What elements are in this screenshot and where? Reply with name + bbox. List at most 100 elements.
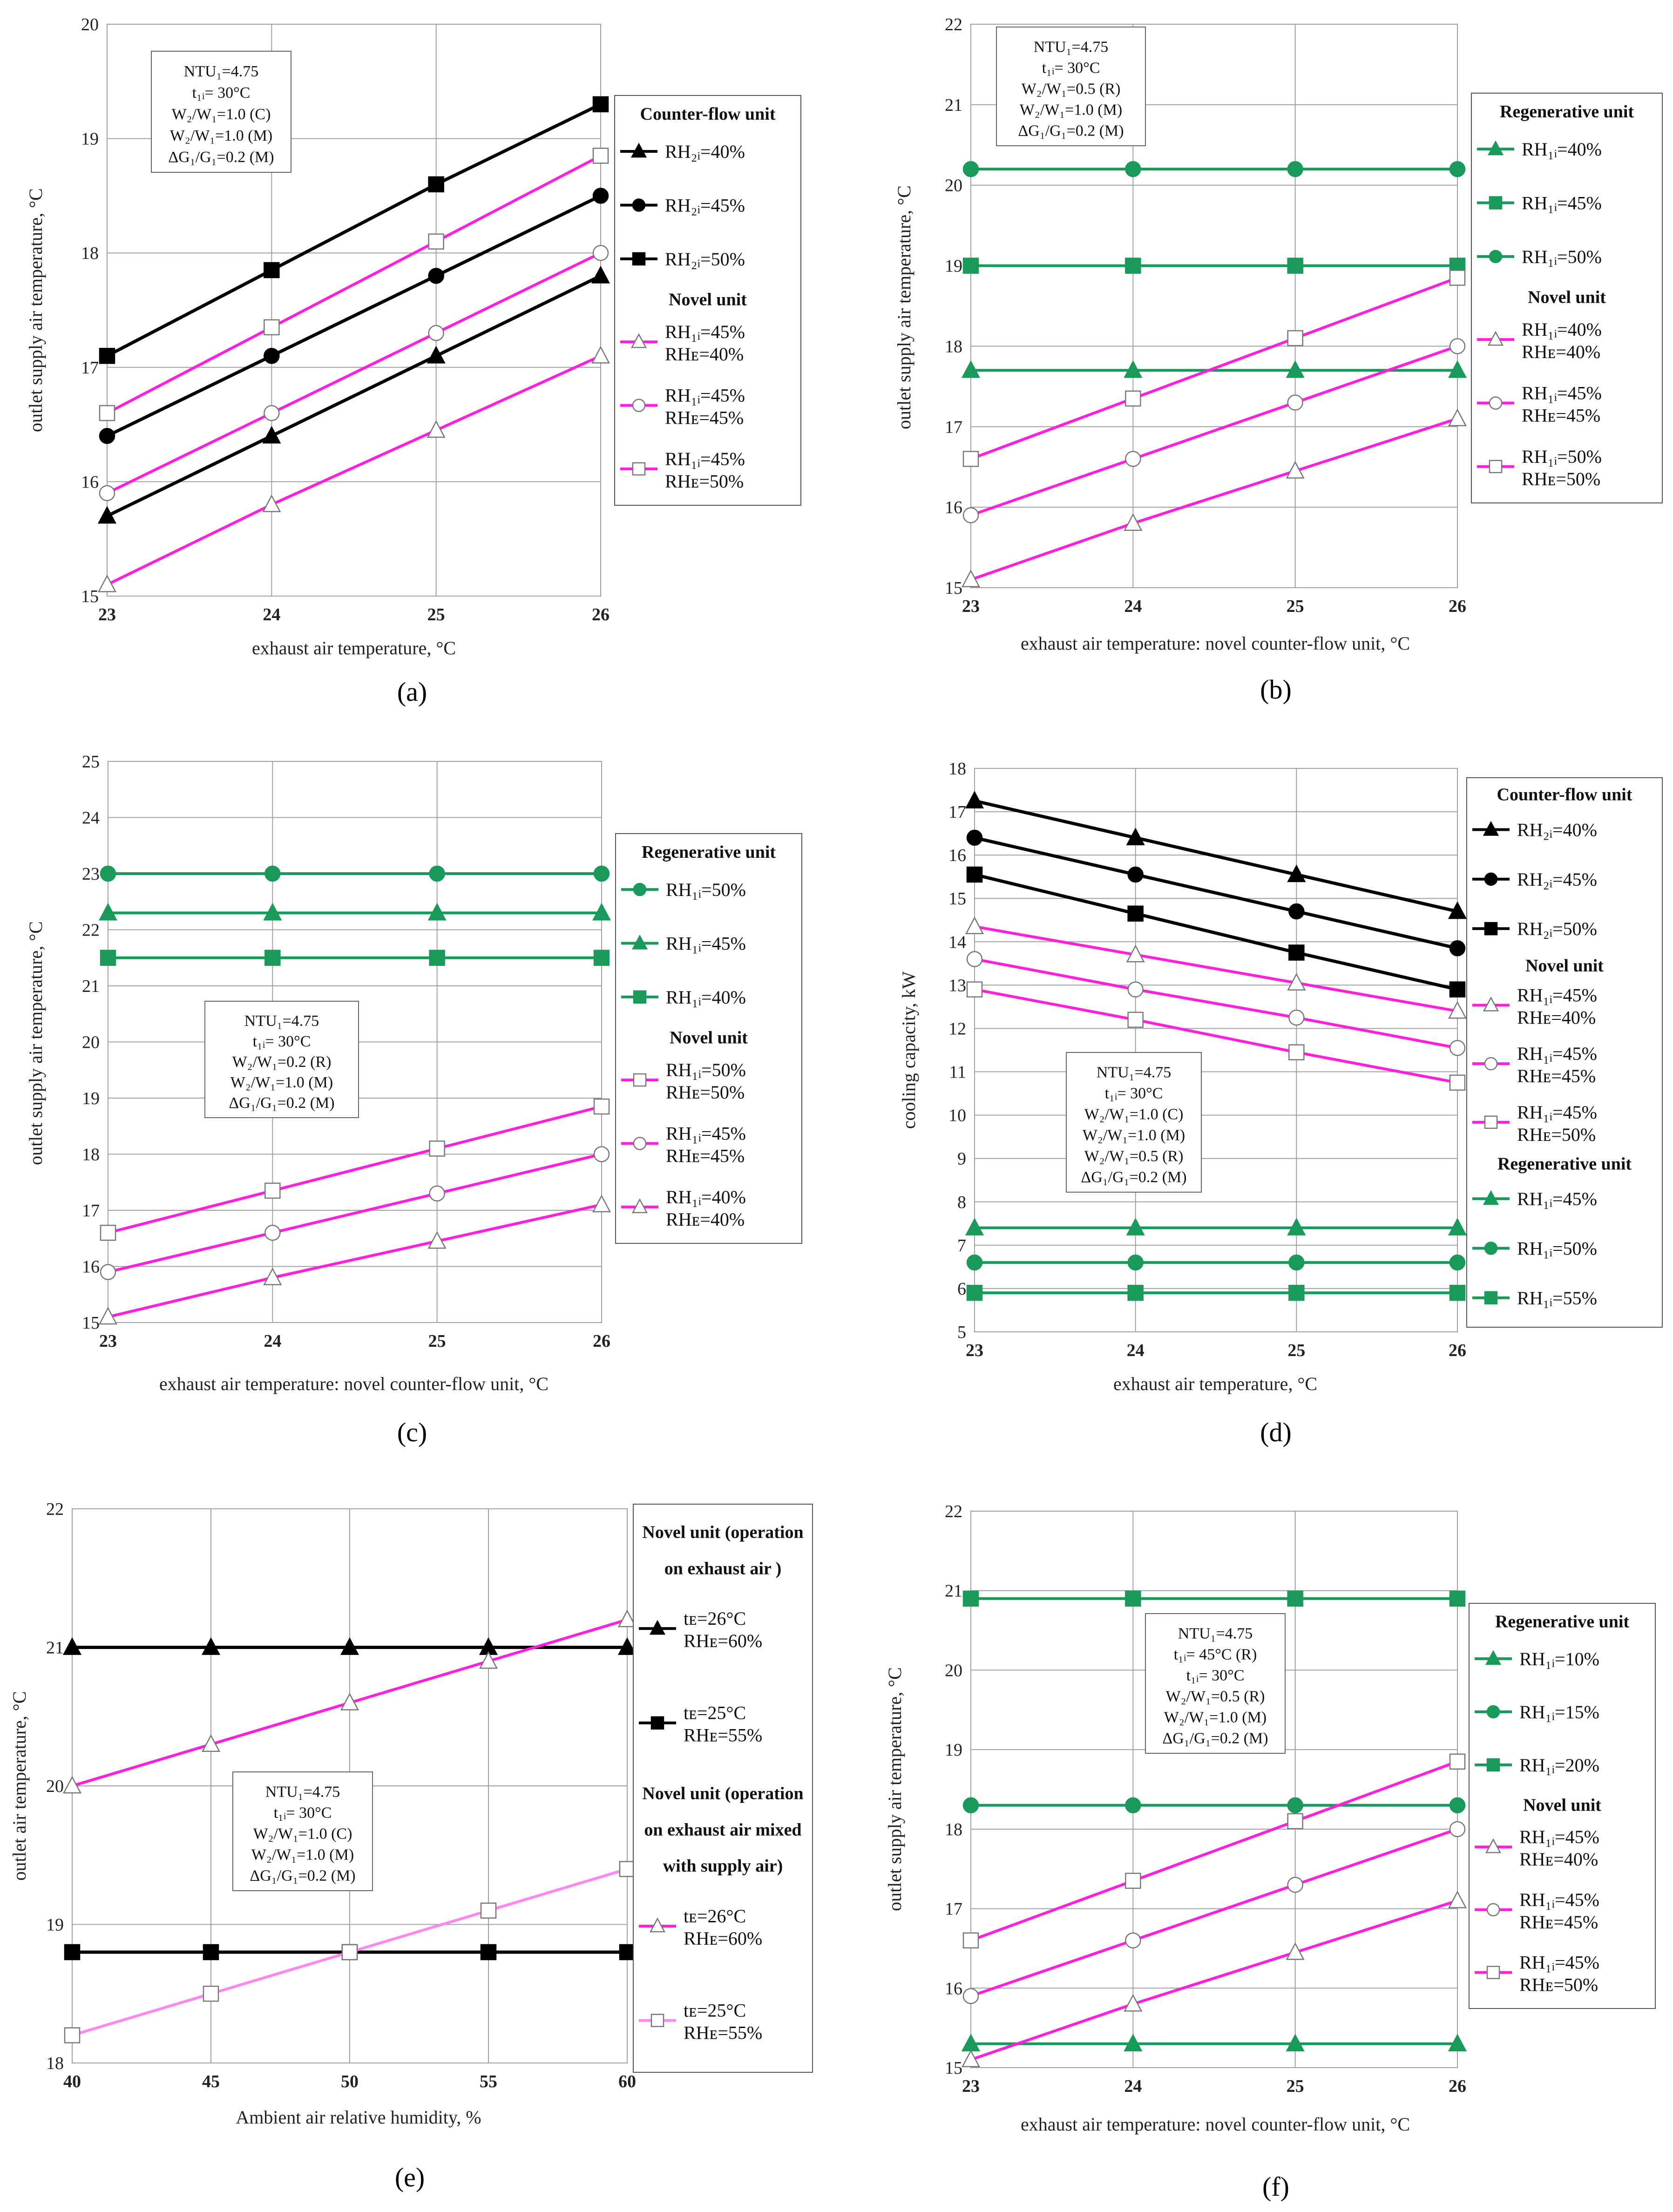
legend-marker (1489, 460, 1503, 474)
legend-marker (1486, 1966, 1500, 1979)
y-tick-label: 13 (948, 976, 966, 995)
data-point (428, 268, 444, 284)
series-line-4 (970, 1828, 1458, 1998)
x-tick-label: 24 (1124, 2076, 1142, 2096)
legend-label: RHᴇ=40% (1519, 1849, 1598, 1870)
data-point (341, 1944, 358, 1961)
y-tick-label: 16 (948, 846, 966, 865)
legend-marker (630, 333, 647, 348)
data-point (1448, 408, 1467, 427)
y-tick-label: 16 (81, 472, 99, 492)
data-point (1288, 1254, 1305, 1271)
y-tick-label: 17 (82, 1201, 100, 1221)
parameter-text: t₁ᵢ= 30°C (253, 1033, 311, 1050)
legend-label: RHᴇ=40% (1522, 341, 1600, 362)
legend-label: RH₁ᵢ=45% (1519, 1826, 1599, 1847)
legend-label: RH₁ᵢ=45% (665, 448, 745, 469)
parameter-text: t₁ᵢ= 30°C (1186, 1667, 1245, 1684)
data-point (1449, 1284, 1466, 1301)
y-tick-label: 18 (81, 244, 99, 263)
data-point (961, 360, 981, 378)
parameter-text: W₂/W₁=1.0 (M) (251, 1846, 354, 1864)
data-point (203, 1986, 219, 2002)
data-point (1448, 1217, 1467, 1235)
parameter-text: NTU₁=4.75 (244, 1012, 319, 1030)
legend-header: Novel unit (1525, 956, 1604, 976)
legend-marker (632, 198, 646, 212)
legend-marker (1489, 250, 1503, 264)
y-tick-label: 15 (945, 578, 962, 598)
data-point (100, 865, 116, 882)
data-point (262, 426, 281, 444)
legend-marker (1484, 872, 1498, 886)
legend-label: RH₁ᵢ=55% (1517, 1288, 1597, 1309)
legend-label: RH₁ᵢ=45% (1517, 1102, 1597, 1123)
legend-label: RH₁ᵢ=45% (666, 1123, 746, 1144)
legend-label: RH₁ᵢ=45% (665, 385, 745, 406)
data-point (62, 1637, 82, 1655)
series-line-1 (106, 194, 602, 438)
y-tick-label: 20 (945, 176, 962, 196)
data-point (966, 1284, 983, 1301)
data-point (64, 1944, 81, 1961)
data-point (97, 506, 117, 524)
y-tick-label: 21 (945, 1581, 962, 1601)
data-point (1287, 330, 1303, 346)
legend-marker (1486, 1903, 1500, 1917)
legend-marker (1483, 821, 1499, 836)
x-axis-label: exhaust air temperature, °C (252, 638, 456, 658)
y-axis-label: outlet supply air temperature, °C (884, 1667, 905, 1911)
legend-marker (1486, 1758, 1500, 1772)
legend-label: RHᴇ=40% (665, 344, 744, 365)
data-point (593, 865, 610, 882)
data-point (962, 507, 979, 523)
data-point (1287, 864, 1306, 882)
legend-marker (633, 882, 647, 896)
parameter-text: ΔG₁/G₁=0.2 (M) (229, 1094, 334, 1112)
legend-label: RH₁ᵢ=15% (1519, 1702, 1599, 1723)
data-point (428, 176, 444, 193)
legend-label: RH₁ᵢ=45% (1517, 985, 1597, 1006)
data-point (62, 1776, 82, 1794)
data-point (1127, 1284, 1144, 1301)
data-point (1449, 1821, 1466, 1838)
legend-box (1469, 1603, 1656, 2009)
subfigure-caption: (a) (397, 677, 427, 707)
y-tick-label: 18 (945, 337, 962, 356)
data-point (201, 1637, 221, 1655)
data-point (1125, 390, 1141, 407)
y-tick-label: 8 (957, 1193, 966, 1212)
series-line-3 (970, 417, 1458, 581)
y-tick-label: 6 (957, 1279, 966, 1299)
series-line-3 (974, 925, 1458, 1013)
y-tick-label: 18 (46, 2054, 64, 2073)
data-point (428, 233, 444, 250)
data-point (961, 570, 981, 587)
data-point (264, 1182, 281, 1199)
parameter-text: W₂/W₁=0.5 (R) (1084, 1148, 1184, 1165)
parameter-text: ΔG₁/G₁=0.2 (M) (250, 1867, 355, 1885)
data-point (1286, 1942, 1305, 1960)
x-tick-label: 23 (99, 1331, 117, 1351)
data-point (1127, 1254, 1144, 1271)
legend-marker (631, 1198, 648, 1214)
chart-panel-f: 15 16 17 18 19 20 21 22 23 24 25 26 NTU₁=4.75 t₁ᵢ= 45… (884, 1502, 1656, 2202)
series-line-3 (108, 1105, 602, 1235)
y-axis-label: cooling capacity, kW (898, 971, 919, 1129)
legend-marker (630, 142, 647, 158)
parameter-box (996, 27, 1146, 146)
y-tick-label: 5 (957, 1323, 966, 1342)
data-point (1287, 394, 1303, 411)
parameter-text: W₂/W₁=1.0 (M) (1083, 1127, 1185, 1144)
series-line-5 (970, 276, 1458, 461)
parameter-box (1066, 1052, 1202, 1193)
y-tick-label: 10 (948, 1106, 966, 1126)
x-tick-label: 55 (480, 2072, 497, 2091)
series-line-5 (974, 988, 1458, 1084)
data-point (99, 427, 115, 444)
y-tick-label: 19 (81, 129, 99, 149)
legend-marker (632, 462, 646, 476)
legend-header: Counter-flow unit (1497, 785, 1632, 805)
legend-label: tᴇ=26°C (684, 1608, 746, 1629)
data-point (1449, 270, 1466, 286)
